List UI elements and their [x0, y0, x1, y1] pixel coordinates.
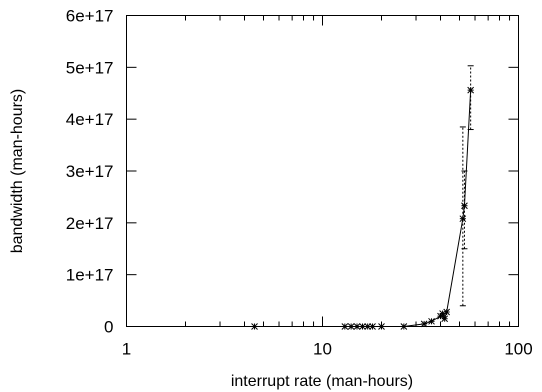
y-tick-label: 3e+17 [66, 162, 114, 181]
y-axis: 0 1e+17 2e+17 3e+17 4e+17 5e+17 6e+17 [66, 7, 519, 337]
series-line [254, 90, 472, 327]
y-tick-label: 5e+17 [66, 58, 114, 77]
x-tick-label: 1 [122, 340, 131, 359]
y-tick-label: 4e+17 [66, 110, 114, 129]
data-point [443, 308, 451, 316]
y-tick-label: 2e+17 [66, 214, 114, 233]
x-tick-label: 10 [313, 340, 332, 359]
plot-frame [126, 15, 519, 327]
data-point [420, 320, 428, 328]
data-point [400, 323, 408, 330]
y-axis-title: bandwidth (man-hours) [9, 89, 26, 254]
data-series [251, 65, 475, 330]
data-point [347, 323, 355, 330]
x-tick-label: 100 [504, 340, 532, 359]
data-point [467, 86, 475, 94]
data-point [341, 323, 349, 330]
data-point [369, 323, 376, 330]
data-point [378, 323, 385, 330]
data-point [251, 323, 258, 330]
y-tick-label: 1e+17 [66, 266, 114, 285]
data-point [428, 317, 435, 325]
x-axis-title: interrupt rate (man-hours) [231, 373, 413, 390]
data-point [359, 323, 366, 330]
data-point [459, 215, 467, 223]
data-point [441, 315, 449, 323]
data-point [461, 202, 468, 210]
x-axis: 1 10 100 [122, 15, 533, 359]
y-tick-label: 6e+17 [66, 7, 114, 26]
y-tick-label: 0 [104, 318, 113, 337]
data-point [353, 323, 361, 330]
